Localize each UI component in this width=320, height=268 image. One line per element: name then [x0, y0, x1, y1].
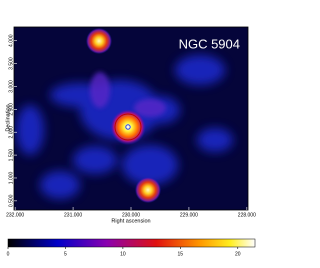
- y-tick-label: 1.500: [8, 149, 14, 162]
- colorbar-tick-label: 5: [64, 251, 67, 257]
- x-tick-label: 228.000: [238, 212, 256, 218]
- colorbar-tick-label: 15: [178, 251, 184, 257]
- y-tick-label: 2.000: [8, 126, 14, 139]
- y-tick-label: 1.000: [8, 172, 14, 185]
- y-tick-label: 3.500: [8, 57, 14, 70]
- x-axis-label: Right ascension: [111, 218, 150, 224]
- colorbar-tick-label: 20: [235, 251, 241, 257]
- x-tick-label: 229.000: [180, 212, 198, 218]
- x-tick-label: 232.000: [6, 212, 24, 218]
- y-tick-label: 3.000: [8, 80, 14, 93]
- colorbar: [7, 238, 256, 248]
- chart: NGC 5904 Right ascension Declination 232…: [5, 26, 256, 257]
- x-tick-label: 230.000: [122, 212, 140, 218]
- colorbar-tick-label: 0: [7, 251, 10, 257]
- y-tick-label: 4.000: [8, 34, 14, 47]
- chart-title: NGC 5904: [179, 36, 240, 51]
- colorbar-tick-label: 10: [120, 251, 126, 257]
- sky-map: [14, 27, 248, 210]
- x-tick-label: 231.000: [64, 212, 82, 218]
- y-axis-label: Declination: [5, 104, 11, 131]
- y-tick-label: 0.500: [8, 194, 14, 207]
- y-tick-label: 2.500: [8, 103, 14, 116]
